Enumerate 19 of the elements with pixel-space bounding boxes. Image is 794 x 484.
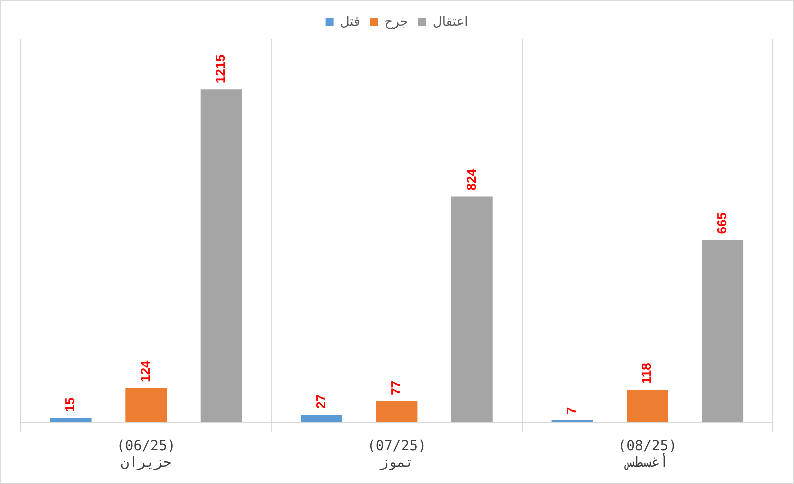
data-label: 77	[388, 380, 404, 396]
legend-label: اعتقال	[432, 14, 468, 30]
bar	[626, 390, 668, 422]
bar	[702, 240, 744, 422]
data-label: 824	[464, 168, 479, 191]
bar	[126, 388, 168, 422]
data-label: 1215	[213, 54, 228, 84]
bar	[301, 415, 342, 422]
data-label: 7	[564, 407, 580, 414]
data-label: 27	[313, 394, 328, 410]
data-label: 665	[714, 212, 730, 234]
legend-label: جرح	[384, 14, 408, 30]
data-label: 124	[138, 360, 153, 382]
bar	[452, 196, 493, 422]
bar	[376, 401, 418, 422]
legend-label: قتل	[340, 14, 360, 30]
bar	[200, 90, 242, 422]
data-label: 15	[62, 398, 78, 412]
data-label: 118	[639, 363, 654, 384]
